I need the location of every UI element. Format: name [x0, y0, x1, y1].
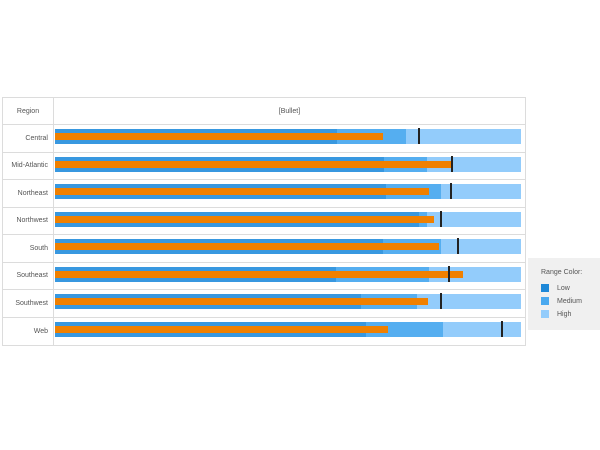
- target-marker[interactable]: [440, 210, 443, 227]
- bullet-track[interactable]: [55, 238, 521, 254]
- header-region[interactable]: Region: [3, 98, 54, 124]
- bullet-track[interactable]: [55, 293, 521, 309]
- region-label: Web: [3, 317, 54, 345]
- medium-swatch: [541, 297, 549, 305]
- actual-bar[interactable]: [55, 160, 452, 168]
- grid-header: Region [Bullet]: [3, 98, 525, 125]
- high-swatch: [541, 310, 549, 318]
- bullet-cell: [54, 235, 525, 262]
- range-color-legend: Range Color: Low Medium High: [528, 258, 600, 330]
- bullet-track[interactable]: [55, 128, 521, 144]
- legend-item-medium: Medium: [541, 297, 582, 305]
- legend-title: Range Color:: [541, 269, 583, 276]
- actual-bar[interactable]: [55, 188, 430, 195]
- legend-label: Medium: [557, 297, 582, 305]
- header-bullet[interactable]: [Bullet]: [278, 107, 301, 115]
- bullet-track[interactable]: [55, 320, 521, 337]
- table-row: Northwest: [3, 207, 525, 235]
- actual-bar[interactable]: [55, 243, 439, 250]
- table-row: Central: [3, 125, 525, 153]
- target-marker[interactable]: [457, 238, 460, 254]
- region-label: Central: [3, 125, 54, 152]
- region-label: Northeast: [3, 180, 54, 207]
- table-row: Web: [3, 317, 525, 346]
- target-marker[interactable]: [448, 265, 451, 282]
- bullet-cell: [54, 125, 525, 152]
- table-row: Northeast: [3, 180, 525, 208]
- legend-label: Low: [557, 284, 570, 292]
- actual-bar[interactable]: [55, 298, 429, 305]
- actual-bar[interactable]: [55, 133, 383, 140]
- target-marker[interactable]: [451, 155, 454, 172]
- actual-bar[interactable]: [55, 325, 388, 333]
- target-marker[interactable]: [418, 128, 421, 144]
- region-label: South: [3, 235, 54, 262]
- target-marker[interactable]: [501, 320, 504, 337]
- table-row: Southwest: [3, 290, 525, 318]
- bullet-track[interactable]: [55, 210, 521, 227]
- low-swatch: [541, 284, 549, 292]
- bullet-cell: [54, 290, 525, 317]
- actual-bar[interactable]: [55, 215, 435, 223]
- actual-bar[interactable]: [55, 270, 464, 278]
- legend-label: High: [557, 310, 572, 318]
- target-marker[interactable]: [440, 293, 443, 309]
- legend-item-high: High: [541, 310, 571, 318]
- region-label: Northwest: [3, 207, 54, 234]
- bullet-cell: [54, 180, 525, 207]
- bullet-cell: [54, 318, 525, 346]
- bullet-cell: [54, 153, 525, 180]
- bullet-cell: [54, 208, 525, 235]
- bullet-track[interactable]: [55, 265, 521, 282]
- bullet-track[interactable]: [55, 183, 521, 199]
- bullet-track[interactable]: [55, 155, 521, 172]
- region-label: Southwest: [3, 290, 54, 317]
- bullet-grid: Region [Bullet] Central Mid-Atlantic North…: [2, 97, 526, 346]
- table-row: South: [3, 235, 525, 263]
- region-label: Southeast: [3, 262, 54, 289]
- target-marker[interactable]: [450, 183, 453, 199]
- table-row: Mid-Atlantic: [3, 152, 525, 180]
- table-row: Southeast: [3, 262, 525, 290]
- bullet-cell: [54, 263, 525, 290]
- legend-item-low: Low: [541, 284, 570, 292]
- region-label: Mid-Atlantic: [3, 152, 54, 179]
